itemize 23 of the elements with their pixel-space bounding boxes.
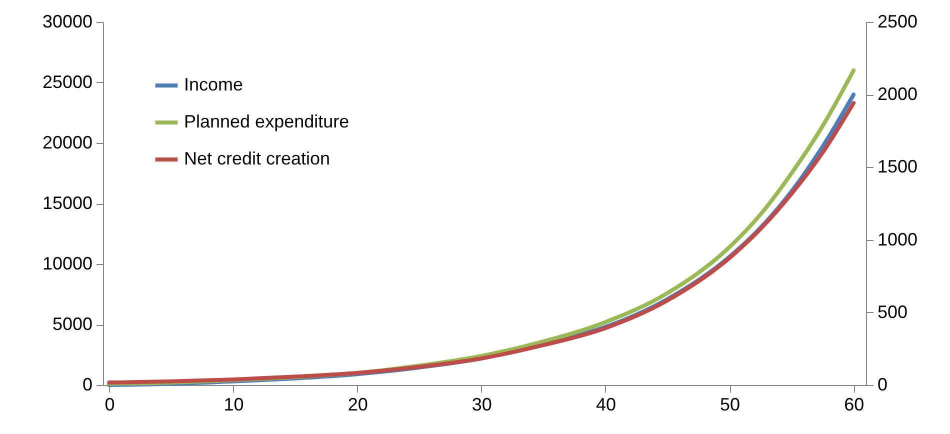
y2-tick-label: 2500 [878,12,918,32]
legend-label: Planned expenditure [184,112,350,132]
y-tick-label: 10000 [42,254,92,274]
y2-tick-label: 2000 [878,84,918,104]
y2-tick-label: 500 [878,302,908,322]
y-tick-label: 15000 [42,193,92,213]
y-tick-label: 0 [82,374,92,394]
y-tick-label: 5000 [52,314,92,334]
y-tick-label: 20000 [42,132,92,152]
x-tick-label: 40 [596,394,616,414]
legend-label: Net credit creation [184,148,330,168]
y-tick-label: 25000 [42,72,92,92]
legend-label: Income [184,74,244,94]
x-tick-label: 30 [472,394,492,414]
y2-tick-label: 1500 [878,156,918,177]
x-tick-label: 60 [844,394,864,414]
x-tick-label: 0 [104,394,115,414]
x-tick-label: 10 [224,394,244,414]
x-tick-label: 50 [720,394,740,414]
y2-tick-label: 0 [878,374,888,394]
x-tick-label: 20 [348,394,368,414]
y-tick-label: 30000 [42,12,92,32]
y2-tick-label: 1000 [878,229,918,250]
